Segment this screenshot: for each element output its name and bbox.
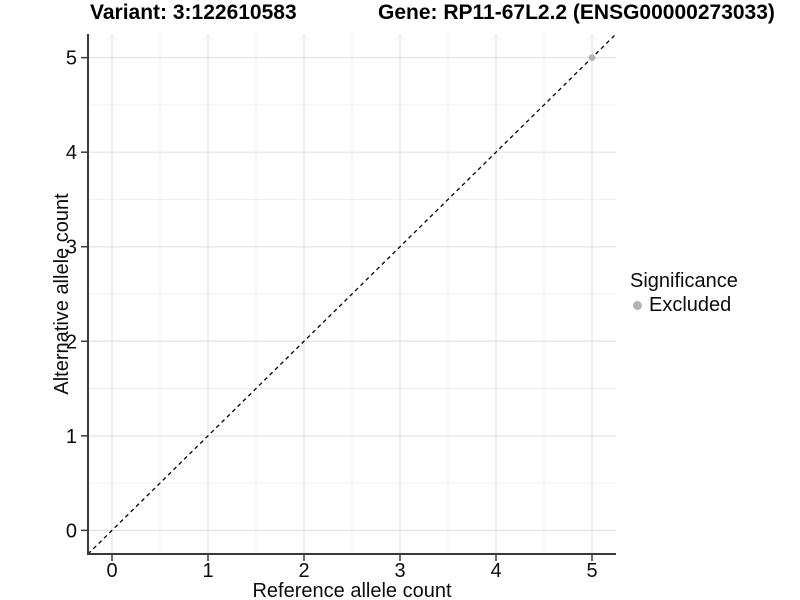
legend-title: Significance xyxy=(630,270,738,292)
y-tick-label: 1 xyxy=(66,426,77,448)
x-tick-label: 2 xyxy=(298,560,309,582)
y-tick-label: 0 xyxy=(66,520,77,542)
x-tick-label: 3 xyxy=(394,560,405,582)
y-tick-label: 2 xyxy=(66,331,77,353)
plot-title-gene: Gene: RP11-67L2.2 (ENSG00000273033) xyxy=(378,1,775,24)
x-tick-label: 5 xyxy=(586,560,597,582)
x-tick-label: 1 xyxy=(202,560,213,582)
plot-title-variant: Variant: 3:122610583 xyxy=(90,1,297,24)
y-tick-label: 5 xyxy=(66,48,77,70)
legend-key-dot xyxy=(633,300,642,310)
x-axis-title: Reference allele count xyxy=(252,580,451,600)
y-tick-label: 4 xyxy=(66,142,77,164)
x-tick-label: 0 xyxy=(106,560,117,582)
data-point xyxy=(588,54,596,62)
x-tick-label: 4 xyxy=(490,560,501,582)
legend: Significance Excluded xyxy=(630,270,738,316)
legend-item-label: Excluded xyxy=(649,294,732,316)
identity-dashed-line xyxy=(87,33,617,555)
y-axis-title: Alternative allele count xyxy=(51,193,73,395)
legend-item-excluded: Excluded xyxy=(630,294,738,316)
y-tick-label: 3 xyxy=(66,237,77,259)
